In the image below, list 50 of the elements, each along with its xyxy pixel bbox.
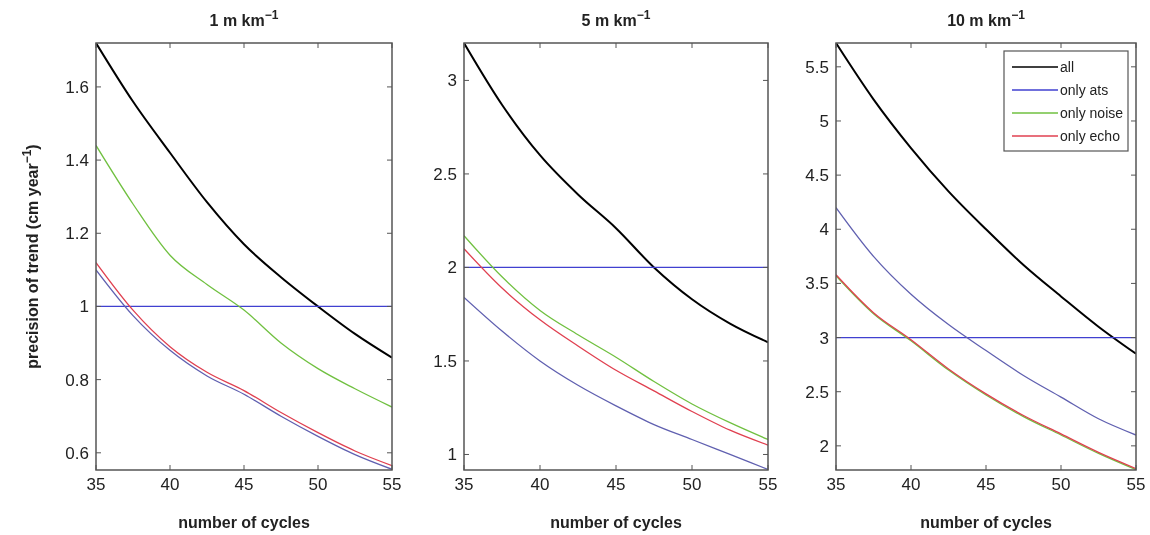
x-tick-label: 45 — [606, 475, 626, 494]
x-tick-label: 45 — [234, 475, 254, 494]
y-tick-label: 5 — [819, 111, 829, 131]
x-tick-label: 35 — [826, 475, 846, 494]
y-tick-label: 3 — [447, 71, 457, 91]
y-tick-label: 1 — [79, 297, 89, 317]
y-tick-label: 1.5 — [433, 351, 457, 371]
y-tick-label: 2 — [819, 436, 829, 456]
x-tick-label: 50 — [682, 475, 702, 494]
line-series — [96, 144, 392, 408]
x-tick-label: 50 — [1051, 475, 1071, 494]
y-tick-label: 3 — [819, 328, 829, 348]
x-tick-label: 40 — [901, 475, 921, 494]
x-tick-label: 50 — [308, 475, 328, 494]
x-tick-label: 35 — [86, 475, 106, 494]
y-tick-label: 2 — [447, 258, 457, 278]
x-axis-title: number of cycles — [178, 514, 310, 531]
x-tick-label: 55 — [1126, 475, 1146, 494]
legend-label: only ats — [1060, 81, 1109, 98]
y-tick-label: 2.5 — [433, 164, 457, 184]
chart-title: 1 m km$^{−1}$ — [209, 8, 279, 29]
y-tick-label: 0.8 — [65, 370, 89, 390]
x-tick-label: 40 — [530, 475, 550, 494]
x-axis-title: number of cycles — [550, 514, 682, 531]
y-tick-label: 3.5 — [805, 274, 829, 294]
y-tick-label: 5.5 — [805, 57, 829, 77]
line-series — [96, 43, 392, 359]
chart-title: 5 m km$^{−1}$ — [581, 8, 651, 29]
legend-label: only echo — [1060, 127, 1121, 144]
y-tick-label: 0.6 — [65, 443, 89, 463]
y-tick-label: 2.5 — [805, 382, 829, 402]
y-tick-label: 1.6 — [65, 77, 89, 97]
legend-label: all — [1060, 58, 1075, 75]
y-tick-label: 4.5 — [805, 166, 829, 186]
line-series — [464, 296, 768, 470]
line-series — [464, 43, 768, 344]
x-tick-label: 55 — [382, 475, 402, 494]
line-series — [836, 206, 1136, 436]
y-tick-label: 1 — [447, 445, 457, 465]
chart-title: 10 m km$^{−1}$ — [947, 8, 1026, 29]
line-series — [836, 43, 1136, 355]
y-tick-label: 4 — [819, 220, 829, 240]
x-tick-label: 55 — [758, 475, 778, 494]
y-tick-label: 1.4 — [65, 151, 89, 171]
legend-label: only noise — [1060, 104, 1124, 121]
y-tick-label: 1.2 — [65, 224, 89, 244]
x-tick-label: 35 — [454, 475, 474, 494]
x-axis-title: number of cycles — [920, 514, 1052, 531]
x-tick-label: 40 — [160, 475, 180, 494]
x-tick-label: 45 — [976, 475, 996, 494]
